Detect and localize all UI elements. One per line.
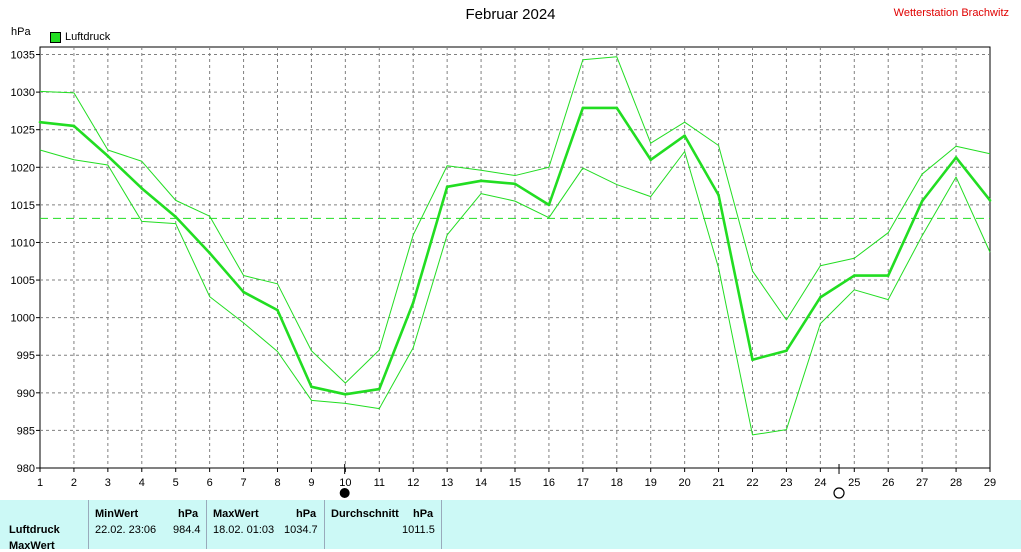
y-tick-label: 1030 (11, 87, 35, 99)
data-point (445, 185, 449, 189)
x-tick-label: 22 (746, 477, 758, 489)
x-tick-label: 6 (207, 477, 213, 489)
x-tick-label: 27 (916, 477, 928, 489)
min-unit: hPa (178, 508, 199, 520)
x-tick-label: 17 (577, 477, 589, 489)
data-point (751, 358, 754, 362)
data-point (106, 154, 110, 158)
y-tick-label: 980 (17, 463, 35, 475)
data-point (852, 274, 856, 277)
data-point (954, 156, 958, 159)
x-tick-label: 21 (712, 477, 724, 489)
x-tick-label: 4 (139, 477, 145, 489)
y-tick-label: 1000 (11, 313, 35, 325)
y-tick-label: 1015 (11, 200, 35, 212)
x-tick-label: 25 (848, 477, 860, 489)
x-tick-label: 10 (339, 477, 351, 489)
data-point (581, 106, 585, 110)
x-tick-label: 26 (882, 477, 894, 489)
x-tick-label: 5 (173, 477, 179, 489)
x-tick-label: 1 (37, 477, 43, 489)
data-point (174, 215, 178, 219)
data-point (649, 158, 653, 162)
max-value: 1034.7 (284, 524, 318, 536)
y-tick-label: 1020 (11, 162, 35, 174)
chart-title: Februar 2024 (465, 6, 556, 23)
data-point (208, 251, 211, 255)
x-tick-label: 7 (241, 477, 247, 489)
data-point (344, 393, 347, 396)
x-tick-label: 12 (407, 477, 419, 489)
data-point (886, 274, 890, 277)
y-tick-label: 985 (17, 425, 35, 437)
x-tick-label: 24 (814, 477, 826, 489)
data-point (72, 124, 76, 128)
x-tick-label: 16 (543, 477, 555, 489)
data-point (615, 106, 619, 110)
min-value: 984.4 (173, 524, 201, 536)
x-tick-label: 28 (950, 477, 962, 489)
y-tick-label: 1010 (11, 237, 35, 249)
x-tick-label: 19 (645, 477, 657, 489)
data-point (683, 134, 686, 138)
data-point (988, 199, 992, 202)
y-tick-label: 995 (17, 350, 35, 362)
x-tick-label: 29 (984, 477, 996, 489)
data-point (140, 187, 144, 190)
max-unit: hPa (296, 508, 317, 520)
legend: Luftdruck (50, 31, 110, 43)
min-time: 22.02. 23:06 (95, 524, 157, 536)
legend-swatch (50, 31, 61, 43)
data-point (717, 193, 720, 197)
min-header: MinWert (95, 508, 139, 520)
x-tick-label: 20 (679, 477, 691, 489)
y-tick-label: 1025 (11, 125, 35, 137)
data-point (242, 290, 245, 294)
stats-max-column: MaxWert hPa 18.02. 01:03 1034.7 (206, 500, 324, 549)
data-point (377, 387, 381, 391)
stats-row-label: Luftdruck (9, 524, 60, 536)
full-moon-icon (833, 487, 845, 499)
data-point (819, 296, 822, 299)
data-point (920, 199, 924, 203)
stats-avg-column: Durchschnitt hPa 1011.5 (324, 500, 442, 549)
x-tick-label: 3 (105, 477, 111, 489)
data-point (411, 301, 415, 304)
y-axis-unit: hPa (11, 26, 31, 38)
max-header: MaxWert (213, 508, 259, 520)
stats-row-label-2: MaxWert (9, 540, 55, 552)
stats-panel: Luftdruck MaxWert MinWert hPa 22.02. 23:… (0, 500, 1021, 552)
y-tick-label: 1035 (11, 50, 35, 62)
series-line-min (39, 149, 991, 436)
new-moon-icon (339, 488, 350, 498)
series-line-max (39, 56, 991, 384)
y-tick-label: 990 (17, 388, 35, 400)
x-tick-label: 14 (475, 477, 487, 489)
x-tick-label: 18 (611, 477, 623, 489)
data-point (547, 203, 551, 207)
data-point (38, 120, 42, 124)
y-tick-label: 1005 (11, 275, 35, 287)
avg-unit: hPa (413, 508, 434, 520)
avg-header: Durchschnitt (331, 508, 399, 520)
stats-min-column: MinWert hPa 22.02. 23:06 984.4 (88, 500, 206, 549)
x-tick-label: 8 (274, 477, 280, 489)
x-tick-label: 15 (509, 477, 521, 489)
station-name: Wetterstation Brachwitz (893, 7, 1009, 19)
x-tick-label: 9 (308, 477, 314, 489)
data-point (479, 179, 483, 183)
data-point (513, 182, 517, 186)
x-tick-label: 23 (780, 477, 792, 489)
x-tick-label: 2 (71, 477, 77, 489)
data-point (310, 385, 313, 389)
avg-value: 1011.5 (402, 524, 435, 536)
max-time: 18.02. 01:03 (213, 524, 275, 536)
data-point (276, 308, 279, 312)
x-tick-label: 11 (374, 477, 385, 489)
data-point (785, 349, 788, 353)
legend-label: Luftdruck (65, 31, 111, 43)
pressure-chart: 9809859909951000100510101015102010251030… (11, 46, 996, 499)
x-tick-label: 13 (441, 477, 453, 489)
